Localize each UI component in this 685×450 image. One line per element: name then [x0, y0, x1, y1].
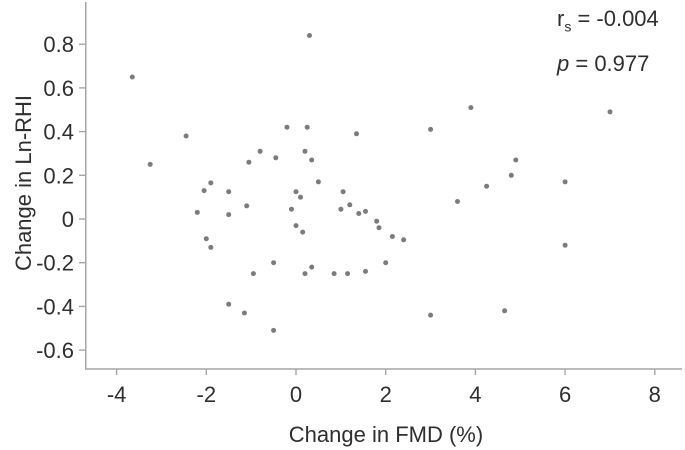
- data-point: [383, 260, 389, 266]
- data-point: [428, 126, 434, 132]
- data-point: [208, 244, 214, 250]
- data-point: [309, 157, 315, 163]
- x-tick-label: 6: [559, 382, 571, 407]
- x-axis-label: Change in FMD (%): [288, 422, 484, 447]
- data-point: [389, 234, 395, 239]
- data-point: [363, 208, 368, 214]
- data-point: [289, 206, 294, 212]
- data-point: [226, 301, 232, 307]
- data-point: [298, 194, 303, 200]
- data-point: [315, 179, 321, 185]
- data-point: [271, 260, 277, 266]
- r-symbol: r: [557, 6, 565, 31]
- data-point: [562, 179, 568, 185]
- x-tick-label: 2: [380, 382, 392, 407]
- r-subscript: s: [564, 18, 572, 35]
- data-point: [273, 155, 279, 161]
- data-point: [428, 312, 434, 318]
- data-point: [302, 148, 308, 154]
- data-point: [257, 148, 263, 154]
- data-point: [271, 327, 277, 333]
- y-tick-label: 0: [62, 207, 74, 232]
- data-point: [300, 229, 306, 235]
- data-point: [455, 199, 460, 204]
- y-tick-label: 0.8: [43, 32, 74, 57]
- data-point: [562, 242, 568, 248]
- data-point: [147, 161, 153, 167]
- y-tick-label: -0.2: [36, 251, 74, 276]
- data-point: [374, 218, 380, 224]
- data-point: [347, 202, 353, 208]
- y-axis-label: Change in Ln-RHI: [11, 94, 36, 272]
- data-point: [250, 271, 256, 277]
- spearman-r-text: rs = -0.004: [557, 0, 659, 45]
- data-point: [376, 225, 382, 231]
- data-point: [244, 203, 250, 209]
- data-point: [208, 180, 214, 186]
- data-point: [363, 268, 368, 274]
- data-point: [183, 133, 189, 139]
- data-point: [502, 308, 508, 314]
- data-point: [508, 172, 514, 178]
- x-tick-label: -4: [107, 382, 127, 407]
- data-point: [607, 109, 613, 115]
- x-tick-label: 0: [290, 382, 302, 407]
- r-value: = -0.004: [571, 6, 659, 31]
- x-tick-label: -2: [197, 382, 217, 407]
- data-point: [513, 157, 519, 163]
- data-point: [201, 188, 207, 194]
- x-tick-label: 8: [649, 382, 661, 407]
- data-point: [226, 189, 232, 195]
- data-point: [241, 310, 247, 316]
- data-point: [354, 131, 359, 137]
- y-tick-label: -0.6: [36, 338, 74, 363]
- data-point: [338, 206, 344, 212]
- y-tick-label: 0.6: [43, 76, 74, 101]
- data-point: [331, 271, 337, 277]
- data-point: [194, 209, 200, 215]
- data-point: [309, 264, 315, 270]
- data-point: [284, 124, 290, 130]
- data-point: [356, 211, 362, 216]
- p-value: = 0.977: [569, 51, 650, 77]
- data-point: [226, 212, 232, 218]
- data-point: [345, 271, 351, 277]
- stats-annotation: rs = -0.004 p = 0.977: [557, 0, 659, 82]
- p-symbol: p: [557, 51, 570, 77]
- data-point: [302, 271, 308, 277]
- data-point: [401, 237, 407, 243]
- data-point: [246, 159, 252, 165]
- y-tick-label: -0.4: [36, 294, 74, 319]
- data-point: [304, 124, 310, 130]
- data-point: [468, 105, 474, 111]
- data-point: [129, 74, 135, 80]
- data-point: [203, 236, 209, 242]
- data-point: [293, 189, 299, 195]
- data-point: [293, 223, 299, 229]
- x-tick-label: 4: [469, 382, 481, 407]
- p-value-text: p = 0.977: [557, 45, 659, 82]
- y-tick-label: 0.4: [43, 120, 74, 145]
- data-point: [340, 189, 346, 195]
- data-point: [307, 33, 312, 38]
- data-point: [484, 183, 490, 189]
- y-tick-label: 0.2: [43, 163, 74, 188]
